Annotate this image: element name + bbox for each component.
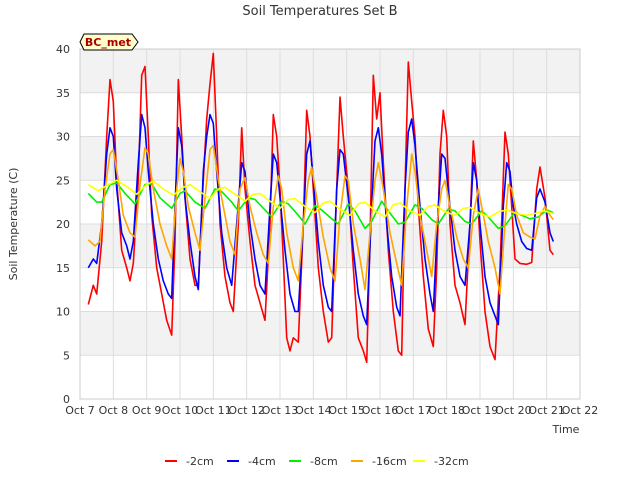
- plot-band: [80, 136, 580, 181]
- x-tick-label: Oct 17: [395, 404, 432, 417]
- y-tick-label: 25: [56, 174, 70, 187]
- x-tick-label: Oct 10: [162, 404, 199, 417]
- y-axis-ticks: 0 5 10 15 20 25 30 35 40: [56, 43, 70, 406]
- x-tick-label: Oct 19: [462, 404, 499, 417]
- x-tick-label: Oct 16: [362, 404, 399, 417]
- y-axis-label: Soil Temperature (C): [7, 168, 20, 281]
- x-tick-label: Oct 15: [328, 404, 365, 417]
- series-line--32cm: [87, 179, 554, 218]
- plot-band: [80, 311, 580, 356]
- x-tick-label: Oct 14: [295, 404, 332, 417]
- y-tick-label: 20: [56, 218, 70, 231]
- x-tick-label: Oct 7: [65, 404, 95, 417]
- plot-frame: [79, 48, 581, 400]
- x-tick-label: Oct 18: [428, 404, 465, 417]
- plot-band: [80, 49, 580, 93]
- series-line--8cm: [87, 182, 554, 230]
- y-tick-label: 0: [63, 393, 70, 406]
- plot-band: [80, 224, 580, 268]
- y-tick-label: 35: [56, 87, 70, 100]
- series-lines: [87, 52, 555, 364]
- y-tick-label: 10: [56, 306, 70, 319]
- x-tick-label: Oct 9: [132, 404, 162, 417]
- x-tick-label: Oct 12: [228, 404, 265, 417]
- series-line--16cm: [87, 144, 554, 295]
- y-tick-label: 15: [56, 262, 70, 275]
- legend-label--8cm: -8cm: [310, 455, 338, 468]
- x-tick-label: Oct 11: [195, 404, 232, 417]
- x-tick-label: Oct 8: [99, 404, 129, 417]
- legend-label--2cm: -2cm: [186, 455, 214, 468]
- x-tick-label: Oct 21: [528, 404, 565, 417]
- legend-label--32cm: -32cm: [434, 455, 469, 468]
- y-tick-label: 30: [56, 131, 70, 144]
- x-tick-label: Oct 22: [562, 404, 599, 417]
- y-tick-label: 5: [63, 349, 70, 362]
- x-tick-label: Oct 13: [262, 404, 299, 417]
- station-badge: BC_met: [79, 33, 139, 51]
- legend: -2cm -4cm -8cm -16cm -32cm: [165, 455, 469, 468]
- chart-title: Soil Temperatures Set B: [242, 4, 397, 19]
- y-tick-label: 40: [56, 43, 70, 56]
- legend-label--16cm: -16cm: [372, 455, 407, 468]
- series-line--4cm: [87, 113, 555, 326]
- x-axis-label: Time: [552, 423, 580, 436]
- station-label: BC_met: [85, 36, 131, 49]
- legend-label--4cm: -4cm: [248, 455, 276, 468]
- x-tick-label: Oct 20: [495, 404, 532, 417]
